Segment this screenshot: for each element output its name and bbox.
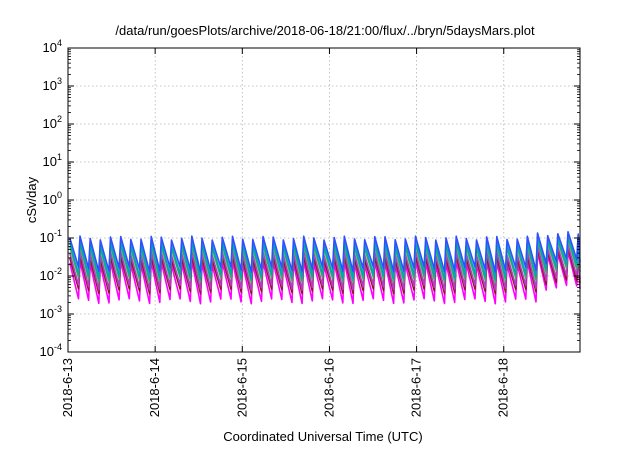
y-tick-label: 102 — [43, 114, 62, 131]
y-tick-label: 10-4 — [40, 342, 62, 359]
x-tick-label: 2018-6-18 — [496, 358, 511, 417]
chart-title: /data/run/goesPlots/archive/2018-06-18/2… — [115, 23, 535, 38]
x-tick-label: 2018-6-17 — [409, 358, 424, 417]
y-tick-label: 104 — [43, 38, 62, 55]
series-line — [69, 250, 581, 305]
series-layer — [69, 231, 581, 305]
plot-frame — [67, 47, 581, 353]
series-line — [69, 235, 581, 280]
y-tick-label: 10-3 — [40, 304, 62, 321]
y-tick-label: 103 — [43, 76, 62, 93]
series-line — [69, 238, 581, 284]
series-line — [69, 246, 581, 295]
grid-layer — [68, 48, 580, 352]
y-axis-label: cSv/day — [24, 176, 39, 223]
axis-layer: 104 103 102 101 100 10-1 10-2 10-3 10-42018-6-13… — [40, 38, 580, 417]
x-tick-label: 2018-6-14 — [147, 358, 162, 417]
series-line — [69, 243, 581, 291]
x-tick-label: 2018-6-16 — [321, 358, 336, 417]
series-line — [69, 231, 581, 273]
x-tick-label: 2018-6-13 — [60, 358, 75, 417]
y-tick-label: 101 — [43, 152, 62, 169]
y-tick-label: 100 — [43, 190, 62, 207]
y-tick-label: 10-2 — [40, 266, 62, 283]
x-axis-label: Coordinated Universal Time (UTC) — [223, 429, 422, 444]
x-tick-label: 2018-6-15 — [234, 358, 249, 417]
y-tick-label: 10-1 — [40, 228, 62, 245]
